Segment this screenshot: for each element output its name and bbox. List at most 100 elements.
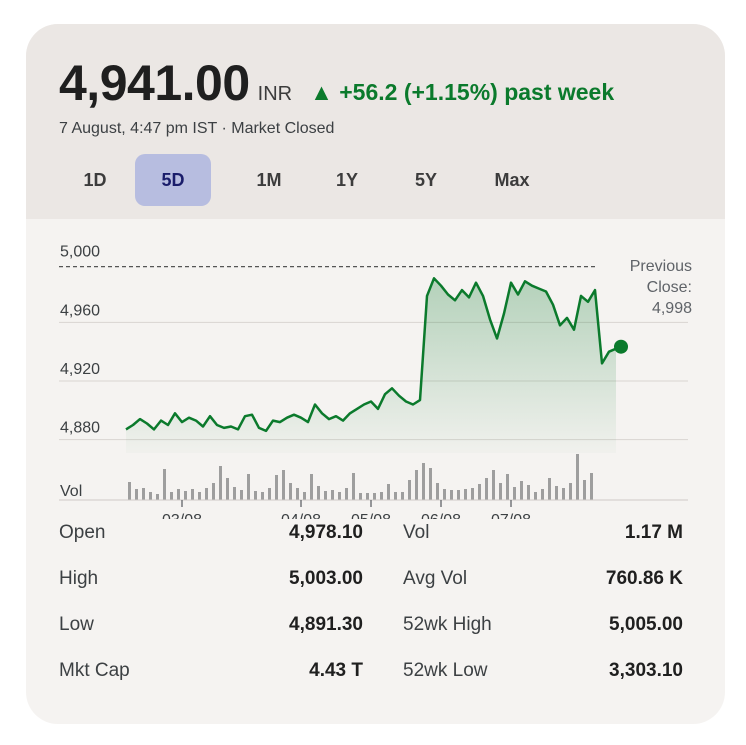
volume-bar [254,491,257,500]
stat-value-vol: 1.17 M [624,522,683,543]
tab-5d[interactable]: 5D [135,154,211,206]
volume-bar [324,491,327,500]
volume-bar [562,488,565,500]
volume-bar [184,491,187,500]
tab-5y[interactable]: 5Y [414,170,438,190]
volume-bar [555,486,558,500]
tab-max[interactable]: Max [494,170,530,190]
volume-bar [149,492,152,500]
price-chart[interactable]: 5,000 4,960 4,920 4,880 Previous Close: 4,9… [26,219,725,519]
volume-bar [191,489,194,500]
volume-bar [394,492,397,500]
volume-bar [408,480,411,500]
volume-bar [506,474,509,500]
previous-close-label-line1: Previous [630,258,692,275]
volume-bar [359,493,362,500]
previous-close-value: 4,998 [652,300,692,317]
x-tick-label: 06/08 [421,512,461,519]
x-tick-label: 07/08 [491,512,531,519]
volume-bar [261,492,264,500]
volume-bar [422,463,425,500]
stat-value-mkt-cap: 4.43 T [309,660,363,681]
volume-bar [457,490,460,500]
stat-label-low: Low [59,614,94,635]
volume-bar [240,490,243,500]
stat-label-avg-vol: Avg Vol [403,568,468,589]
volume-bar [247,474,250,500]
volume-bar [156,494,159,500]
stat-label-52wk-low: 52wk Low [403,660,488,681]
stock-quote-card: 4,941.00 INR ▲ +56.2 (+1.15%) past week … [26,24,725,724]
market-status: 7 August, 4:47 pm IST · Market Closed [59,120,335,137]
volume-bar [436,483,439,500]
volume-bar [513,487,516,500]
volume-bar [352,473,355,500]
volume-bar [233,487,236,500]
x-tick-label: 04/08 [281,512,321,519]
price-area [126,278,616,453]
volume-bar [212,483,215,500]
volume-bar [331,490,334,500]
stat-value-avg-vol: 760.86 K [605,568,683,589]
volume-bar [443,489,446,500]
volume-bar [345,488,348,500]
up-arrow-icon: ▲ [310,79,333,105]
volume-bar [450,490,453,500]
y-tick-label: 5,000 [60,244,100,261]
volume-bar [569,483,572,500]
volume-bar [317,486,320,500]
volume-bar [492,470,495,500]
volume-bar [226,478,229,500]
y-tick-label: 4,880 [60,420,100,437]
tab-1y[interactable]: 1Y [335,170,359,190]
volume-bar [205,488,208,500]
volume-bar [310,474,313,500]
volume-bar [135,489,138,500]
volume-bar [478,484,481,500]
stat-row: Open 4,978.10 Vol 1.17 M [59,522,699,568]
volume-bar [268,488,271,500]
volume-bar [163,469,166,500]
volume-bar [401,492,404,500]
volume-bar [548,478,551,500]
stat-label-open: Open [59,522,106,543]
price-change-text: +56.2 (+1.15%) past week [339,79,615,105]
volume-bar [429,468,432,500]
volume-bar [219,466,222,500]
volume-bar [590,473,593,500]
stat-row: Low 4,891.30 52wk High 5,005.00 [59,614,699,660]
volume-bar [527,485,530,500]
volume-bar [275,475,278,500]
stat-label-mkt-cap: Mkt Cap [59,660,130,681]
quote-header: 4,941.00 INR ▲ +56.2 (+1.15%) past week … [26,24,725,219]
y-tick-label: 4,920 [60,361,100,378]
volume-bar [303,492,306,500]
currency-code: INR [257,83,293,105]
stat-label-vol: Vol [403,522,430,543]
tab-1d[interactable]: 1D [83,170,107,190]
volume-bar [583,480,586,500]
x-tick-label: 05/08 [351,512,391,519]
last-price-marker [614,339,628,354]
stat-value-open: 4,978.10 [289,522,363,543]
volume-bar [198,492,201,500]
x-tick-label: 03/08 [162,512,202,519]
y-tick-label: 4,960 [60,302,100,319]
volume-bar [282,470,285,500]
price-row: 4,941.00 INR ▲ +56.2 (+1.15%) past week [59,54,614,112]
volume-bar [373,493,376,500]
volume-bar [534,492,537,500]
volume-label: Vol [60,483,82,500]
volume-bar [520,481,523,500]
stat-row: Mkt Cap 4.43 T 52wk Low 3,303.10 [59,660,699,706]
stat-row: High 5,003.00 Avg Vol 760.86 K [59,568,699,614]
volume-bar [485,478,488,500]
volume-bar [289,483,292,500]
tab-1m[interactable]: 1M [256,170,282,190]
stat-label-52wk-high: 52wk High [403,614,492,635]
volume-bar [464,489,467,500]
stat-value-high: 5,003.00 [289,568,363,589]
volume-bar [366,493,369,500]
volume-bar [387,484,390,500]
volume-bar [380,492,383,500]
